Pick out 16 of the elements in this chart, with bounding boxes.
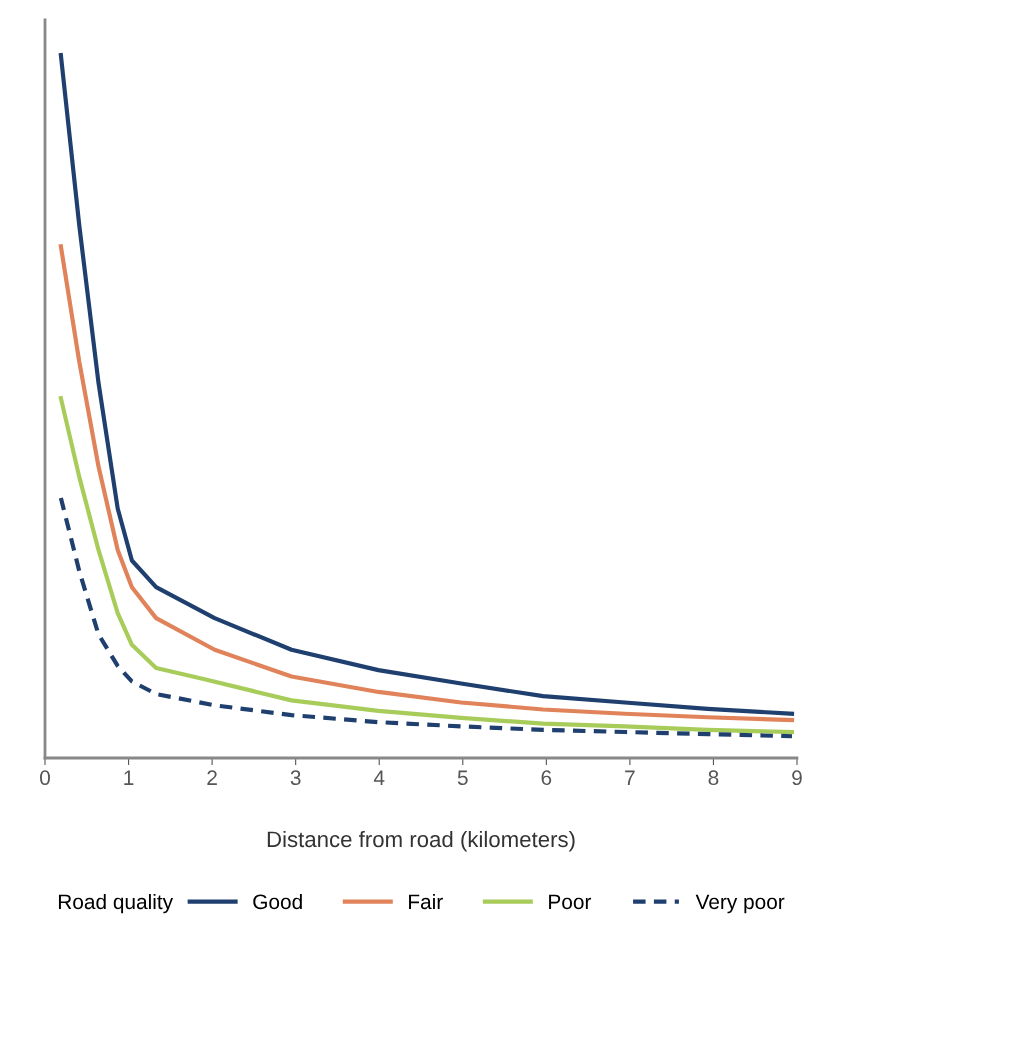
x-tick-label: 4 — [373, 770, 385, 785]
legend-label: Poor — [549, 894, 592, 910]
legend-label: Very poor — [695, 894, 785, 914]
legend-title: Road quality — [58, 893, 174, 914]
legend-label: Fair — [409, 893, 443, 910]
x-tick-label: 6 — [541, 770, 552, 786]
x-tick-label: 9 — [792, 770, 802, 786]
x-tick-label: 2 — [207, 770, 217, 785]
x-tick-label: 7 — [625, 770, 635, 785]
x-axis-title: Distance from road (kilometers) — [267, 830, 575, 852]
x-tick-label: 5 — [457, 770, 468, 786]
x-tick-label: 3 — [290, 770, 301, 786]
x-tick-label: 1 — [124, 770, 134, 785]
legend-label: Good — [253, 893, 302, 910]
x-tick-label: 0 — [40, 770, 50, 786]
x-tick-label: 8 — [708, 770, 719, 786]
